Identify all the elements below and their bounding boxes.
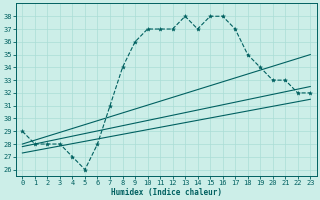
- X-axis label: Humidex (Indice chaleur): Humidex (Indice chaleur): [111, 188, 222, 197]
